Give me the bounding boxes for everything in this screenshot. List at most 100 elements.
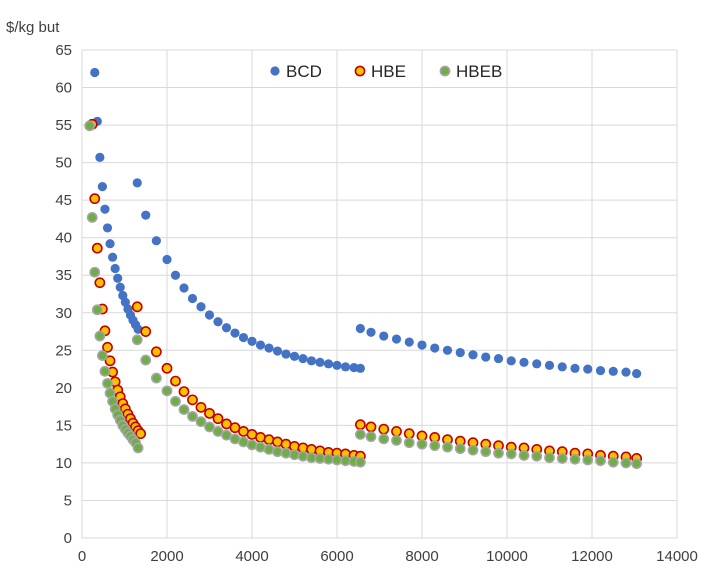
data-point-hbeb [221, 429, 232, 441]
data-point-bcd [100, 204, 110, 214]
data-point-bcd [557, 362, 567, 372]
data-point-bcd [306, 356, 317, 366]
x-tick-label: 2000 [150, 548, 183, 565]
data-point-bcd [255, 340, 266, 350]
data-point-hbeb [493, 447, 504, 459]
data-point-hbe [140, 326, 152, 337]
data-point-hbeb [132, 442, 144, 454]
data-point-bcd [632, 368, 642, 379]
data-point-hbe [365, 421, 377, 433]
data-point-hbeb [94, 330, 106, 342]
data-point-hbeb [187, 410, 198, 422]
y-tick-label: 25 [55, 342, 72, 359]
data-point-hbeb [170, 395, 181, 407]
data-point-bcd [110, 263, 120, 274]
data-point-hbeb [518, 450, 530, 461]
data-point-bcd [179, 283, 189, 293]
data-point-hbeb [620, 457, 632, 469]
data-point-hbeb [354, 428, 366, 440]
y-tick-label: 55 [55, 117, 72, 134]
data-point-hbe [187, 394, 198, 406]
data-point-hbe [102, 341, 113, 353]
data-point-hbe [170, 375, 181, 387]
data-point-bcd [170, 270, 181, 280]
y-tick-label: 15 [55, 417, 72, 434]
data-point-hbeb [212, 425, 224, 437]
data-point-bcd [272, 346, 283, 356]
data-point-bcd [404, 337, 414, 347]
data-point-hbeb [391, 434, 402, 446]
data-point-hbeb [204, 421, 215, 433]
legend-item-hbeb: HBEB [439, 62, 502, 81]
legend-item-hbe: HBE [354, 62, 406, 81]
data-point-hbeb [289, 449, 300, 461]
data-point-bcd [455, 347, 465, 358]
data-point-hbeb [102, 377, 113, 389]
data-point-hbeb [556, 453, 568, 464]
data-point-hbeb [569, 453, 581, 465]
data-point-hbeb [416, 438, 428, 450]
data-point-hbe [403, 428, 415, 440]
data-point-hbe [91, 242, 103, 254]
data-point-bcd [105, 239, 115, 249]
data-point-hbeb [365, 431, 377, 443]
data-point-hbe [204, 407, 215, 419]
data-point-bcd [323, 359, 334, 369]
data-point-bcd [90, 67, 100, 78]
data-point-bcd [468, 350, 478, 360]
data-point-hbe [161, 362, 173, 374]
data-point-bcd [544, 360, 555, 370]
data-point-hbeb [97, 350, 108, 361]
data-point-hbeb [161, 385, 173, 397]
data-point-bcd [221, 323, 232, 333]
data-point-hbe [212, 413, 224, 425]
data-point-bcd [238, 332, 249, 343]
data-point-bcd [115, 282, 125, 292]
data-point-bcd [108, 252, 118, 262]
data-point-hbeb [607, 456, 619, 468]
data-point-hbe [229, 422, 241, 434]
data-point-hbeb [505, 448, 517, 460]
legend-marker [270, 66, 280, 76]
y-tick-label: 40 [55, 230, 72, 247]
data-point-bcd [332, 360, 342, 370]
data-point-hbeb [467, 444, 479, 456]
x-tick-label: 4000 [235, 548, 268, 565]
data-point-bcd [532, 359, 542, 369]
data-point-bcd [355, 323, 365, 334]
data-point-hbeb [86, 212, 98, 223]
series-hbe [86, 118, 643, 464]
data-point-bcd [570, 363, 580, 373]
data-point-bcd [113, 273, 123, 283]
gridlines [81, 49, 678, 539]
data-point-hbeb [99, 365, 111, 377]
y-tick-label: 65 [55, 42, 72, 59]
data-point-bcd [204, 310, 215, 320]
data-point-hbeb [544, 452, 555, 464]
legend-marker [439, 65, 451, 77]
data-point-bcd [391, 334, 402, 344]
legend: BCD HBE HBEB [270, 62, 502, 81]
data-point-bcd [442, 345, 453, 355]
data-point-bcd [213, 317, 223, 327]
data-point-hbeb [131, 334, 143, 346]
data-point-bcd [340, 362, 351, 372]
data-point-hbeb [582, 454, 594, 466]
data-point-hbeb [140, 354, 152, 366]
data-point-bcd [151, 236, 161, 246]
data-point-hbeb [631, 458, 643, 470]
legend-item-bcd: BCD [270, 62, 322, 81]
legend-label: HBE [371, 62, 406, 81]
legend-label: HBEB [456, 62, 502, 81]
data-points [84, 67, 643, 470]
data-point-bcd [493, 353, 504, 364]
data-point-bcd [196, 302, 206, 312]
data-point-bcd [187, 293, 198, 304]
x-tick-label: 6000 [320, 548, 353, 565]
data-point-bcd [355, 363, 365, 373]
data-point-hbeb [89, 266, 101, 278]
y-tick-label: 35 [55, 267, 72, 284]
data-point-hbeb [84, 120, 96, 132]
y-tick-label: 10 [55, 455, 72, 472]
